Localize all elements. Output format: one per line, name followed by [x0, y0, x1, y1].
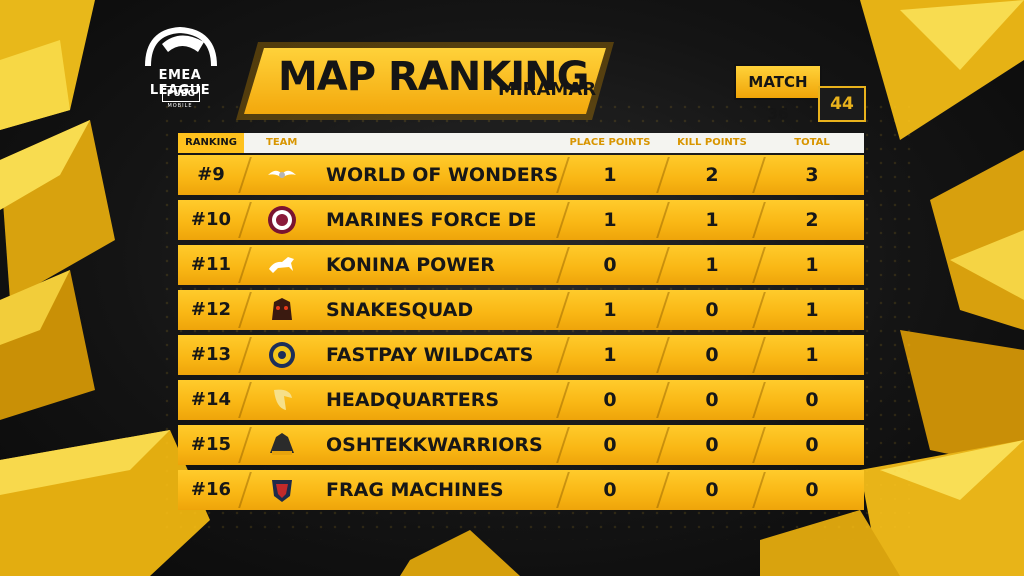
- row-rank: #15: [190, 434, 232, 455]
- row-place-points: 0: [603, 254, 617, 276]
- row-team-name: KONINA POWER: [326, 254, 495, 276]
- col-kill-points: KILL POINTS: [677, 137, 747, 148]
- table-header: RANKING TEAM PLACE POINTS KILL POINTS TO…: [178, 133, 864, 153]
- row-team-name: SNAKESQUAD: [326, 299, 474, 321]
- row-total: 1: [805, 344, 819, 366]
- row-rank: #16: [190, 479, 232, 500]
- row-rank: #9: [197, 164, 225, 185]
- wings-icon: [268, 170, 296, 178]
- row-team-name: OSHTEKKWARRIORS: [326, 434, 543, 456]
- match-number: 44: [818, 86, 866, 122]
- horse-icon: [269, 257, 294, 273]
- row-rank: #10: [190, 209, 232, 230]
- map-name: MIRAMAR: [498, 79, 597, 100]
- row-rank: #13: [190, 344, 232, 365]
- row-place-points: 1: [603, 344, 617, 366]
- crest-icon: [268, 206, 296, 234]
- row-kill-points: 0: [705, 344, 719, 366]
- row-place-points: 1: [603, 164, 617, 186]
- row-total: 0: [805, 434, 819, 456]
- row-total: 2: [805, 209, 819, 231]
- row-total: 3: [805, 164, 819, 186]
- logo-pubg-text: PUBG: [162, 86, 200, 102]
- row-total: 0: [805, 479, 819, 501]
- row-rank: #14: [190, 389, 232, 410]
- row-team-name: FRAG MACHINES: [326, 479, 504, 501]
- warriors-icon: [270, 433, 294, 455]
- row-kill-points: 1: [705, 209, 719, 231]
- row-place-points: 1: [603, 209, 617, 231]
- col-team: TEAM: [266, 137, 298, 148]
- row-place-points: 0: [603, 389, 617, 411]
- col-place-points: PLACE POINTS: [569, 137, 651, 148]
- row-team-name: FASTPAY WILDCATS: [326, 344, 534, 366]
- table-row: #14 HEADQUARTERS 0 0 0: [178, 380, 864, 420]
- row-kill-points: 0: [705, 479, 719, 501]
- logo-emblem-icon: [145, 26, 217, 67]
- snake-icon: [272, 298, 292, 320]
- row-total: 1: [805, 254, 819, 276]
- match-label: MATCH 36: [734, 64, 822, 123]
- table-row: #13 FASTPAY WILDCATS 1 0 1: [178, 335, 864, 375]
- emea-league-logo: EMEA LEAGUE PUBG MOBILE: [128, 22, 232, 122]
- table-row: #9 WORLD OF WONDERS 1 2 3: [178, 155, 864, 195]
- col-total: TOTAL: [794, 137, 830, 148]
- row-total: 1: [805, 299, 819, 321]
- row-total: 0: [805, 389, 819, 411]
- row-team-name: WORLD OF WONDERS: [326, 164, 559, 186]
- row-place-points: 1: [603, 299, 617, 321]
- wildcat-icon: [269, 342, 295, 368]
- row-team-name: MARINES FORCE DE: [326, 209, 537, 231]
- row-kill-points: 2: [705, 164, 719, 186]
- page-title: MAP RANKING: [278, 54, 589, 100]
- table-row: #12 SNAKESQUAD 1 0 1: [178, 290, 864, 330]
- row-place-points: 0: [603, 434, 617, 456]
- title-banner: [244, 48, 606, 114]
- row-kill-points: 0: [705, 434, 719, 456]
- table-row: #16 FRAG MACHINES 0 0 0: [178, 470, 864, 510]
- table-row: #11 KONINA POWER 0 1 1: [178, 245, 864, 285]
- row-kill-points: 0: [705, 299, 719, 321]
- row-kill-points: 1: [705, 254, 719, 276]
- row-rank: #11: [190, 254, 232, 275]
- row-rank: #12: [190, 299, 232, 320]
- logo-mobile-text: MOBILE: [167, 103, 193, 109]
- hq-icon: [274, 389, 292, 410]
- table-row: #15 OSHTEKKWARRIORS 0 0 0: [178, 425, 864, 465]
- frag-icon: [272, 480, 292, 502]
- row-kill-points: 0: [705, 389, 719, 411]
- row-team-name: HEADQUARTERS: [326, 389, 500, 411]
- row-place-points: 0: [603, 479, 617, 501]
- col-ranking: RANKING: [178, 133, 244, 153]
- table-row: #10 MARINES FORCE DE 1 1 2: [178, 200, 864, 240]
